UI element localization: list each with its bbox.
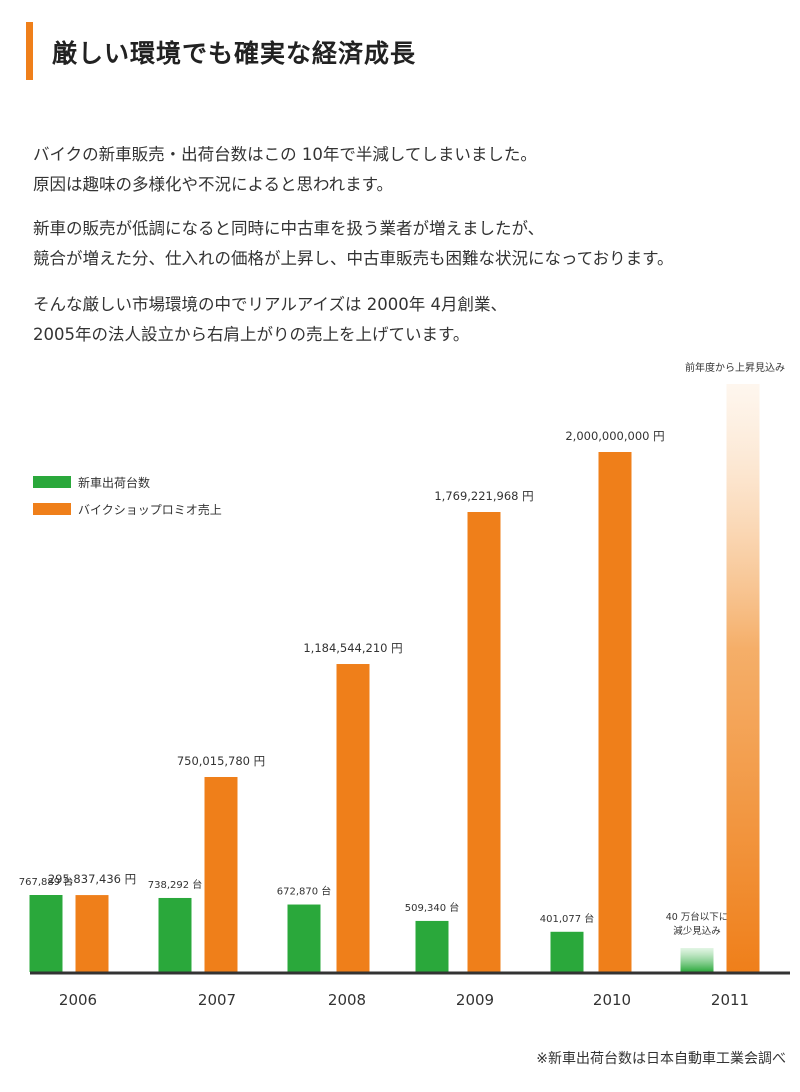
legend-swatch-shipments [33,476,71,488]
source-note: ※新車出荷台数は日本自動車工業会調べ [536,1051,786,1067]
x-tick-label: 2010 [593,991,631,1009]
shipments-bar-projected [680,948,714,972]
shipments-bar [550,931,584,972]
sales-bar [467,512,501,972]
x-tick-label: 2008 [328,991,366,1009]
x-tick-label: 2009 [456,991,494,1009]
sales-data-label: 750,015,780 円 [177,754,265,768]
sales-projection-label: 前年度から上昇見込み [685,361,785,374]
paragraph-line: そんな厳しい市場環境の中でリアルアイズは 2000年 4月創業、 [33,295,507,314]
shipments-data-label: 672,870 台 [277,885,332,898]
title-accent-bar [26,22,33,80]
legend-label-shipments: 新車出荷台数 [78,475,150,490]
paragraph-line: 競合が増えた分、仕入れの価格が上昇し、中古車販売も困難な状況になっております。 [33,249,674,268]
paragraph-line: 原因は趣味の多様化や不況によると思われます。 [33,175,394,194]
sales-bar [204,776,238,972]
bar-chart: 新車出荷台数 バイクショップロミオ売上 767,889 台295,837,436… [19,361,790,1009]
shipments-bar [415,920,449,972]
paragraph-line: 2005年の法人設立から右肩上がりの売上を上げています。 [33,325,470,344]
page-title: 厳しい環境でも確実な経済成長 [52,39,417,68]
sales-data-label: 1,184,544,210 円 [303,641,402,655]
shipments-data-label: 401,077 台 [540,912,595,925]
x-tick-label: 2006 [59,991,97,1009]
shipments-projection-label: 減少見込み [673,925,721,937]
sales-bar [598,452,632,972]
shipments-data-label: 509,340 台 [405,901,460,914]
paragraph-2: 新車の販売が低調になると同時に中古車を扱う業者が増えましたが、 競合が増えた分、… [33,214,674,274]
x-tick-label: 2007 [198,991,236,1009]
shipments-data-label: 738,292 台 [148,878,203,891]
sales-bar-projected [726,384,760,972]
legend-swatch-sales [33,503,71,515]
paragraph-1: バイクの新車販売・出荷台数はこの 10年で半減してしまいました。 原因は趣味の多… [33,140,537,200]
sales-data-label: 1,769,221,968 円 [434,489,533,503]
shipments-bar [29,895,63,972]
sales-bar [75,895,109,972]
shipments-data-label: 767,889 台 [19,875,74,888]
paragraph-line: バイクの新車販売・出荷台数はこの 10年で半減してしまいました。 [33,145,537,164]
legend-label-sales: バイクショップロミオ売上 [78,502,222,517]
paragraph-line: 新車の販売が低調になると同時に中古車を扱う業者が増えましたが、 [33,219,545,238]
sales-data-label: 2,000,000,000 円 [565,429,664,443]
sales-data-label: 295,837,436 円 [48,872,136,886]
sales-bar [336,664,370,972]
chart-legend: 新車出荷台数 バイクショップロミオ売上 [33,475,222,517]
shipments-bar [158,897,192,972]
shipments-projection-label: 40 万台以下に [666,911,729,923]
x-tick-label: 2011 [711,991,749,1009]
paragraph-3: そんな厳しい市場環境の中でリアルアイズは 2000年 4月創業、 2005年の法… [33,290,507,350]
shipments-bar [287,904,321,972]
